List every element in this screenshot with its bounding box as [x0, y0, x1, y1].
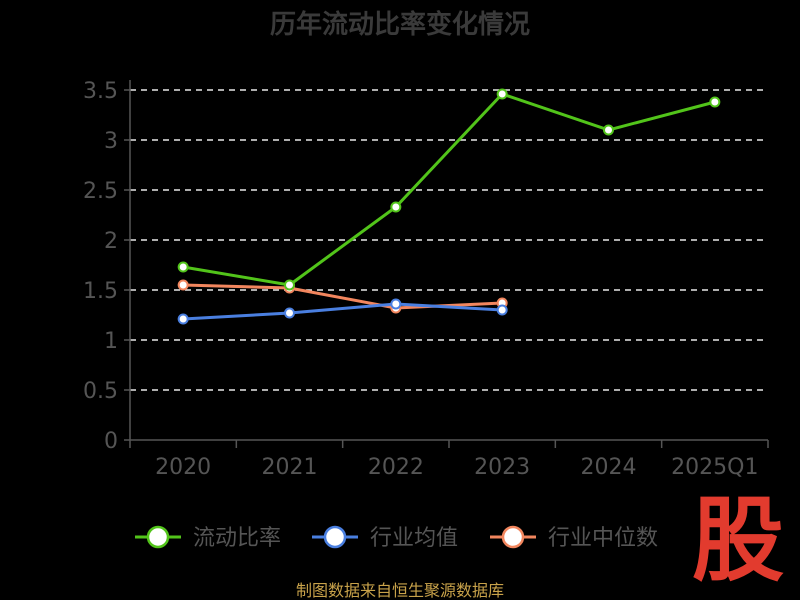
x-tick-label: 2021 — [262, 455, 318, 480]
y-tick-label: 3.5 — [83, 79, 118, 104]
y-tick-labels: 0 0.5 1 1.5 2 2.5 3 3.5 — [83, 79, 118, 454]
y-tick-label: 0.5 — [83, 379, 118, 404]
y-tick-label: 2 — [104, 229, 118, 254]
data-point — [709, 96, 721, 108]
logo-mark: 股 — [692, 487, 784, 594]
legend-label: 行业中位数 — [548, 526, 658, 551]
axes — [129, 80, 769, 448]
legend-label: 行业均值 — [370, 526, 458, 551]
legend-item: 流动比率 — [135, 525, 281, 551]
data-point — [603, 124, 614, 136]
y-tick-label: 0 — [104, 429, 118, 454]
x-tick-label: 2025Q1 — [671, 455, 758, 480]
series-lines — [177, 88, 721, 325]
x-tick-labels: 2020 2021 2022 2023 2024 2025Q1 — [155, 455, 758, 480]
data-point — [177, 279, 189, 291]
data-point — [390, 298, 402, 310]
series-line — [183, 302, 503, 321]
legend-item: 行业中位数 — [490, 525, 658, 551]
x-tick-label: 2024 — [581, 455, 637, 480]
series-1 — [177, 298, 508, 325]
data-point — [390, 201, 402, 213]
data-point — [284, 307, 295, 319]
data-point — [177, 261, 189, 273]
y-tick-label: 2.5 — [83, 179, 118, 204]
grid-lines — [124, 89, 768, 441]
x-tick-label: 2020 — [155, 455, 211, 480]
x-tick-label: 2022 — [368, 455, 424, 480]
y-tick-label: 1 — [104, 329, 118, 354]
legend-marker — [501, 525, 525, 549]
series-0 — [177, 88, 721, 291]
y-tick-label: 3 — [104, 129, 118, 154]
data-point — [177, 313, 189, 325]
series-line — [183, 283, 503, 310]
data-point — [284, 279, 295, 291]
legend: 流动比率 行业均值 行业中位数 — [135, 525, 658, 551]
data-point — [496, 304, 508, 316]
legend-label: 流动比率 — [193, 526, 281, 551]
data-source-text: 制图数据来自恒生聚源数据库 — [296, 581, 504, 600]
series-line — [182, 92, 716, 287]
y-tick-label: 1.5 — [83, 279, 118, 304]
legend-marker — [323, 525, 347, 549]
legend-marker — [146, 525, 170, 549]
chart-title: 历年流动比率变化情况 — [270, 9, 530, 40]
legend-item: 行业均值 — [312, 525, 458, 551]
data-point — [496, 88, 508, 100]
x-tick-label: 2023 — [474, 455, 530, 480]
